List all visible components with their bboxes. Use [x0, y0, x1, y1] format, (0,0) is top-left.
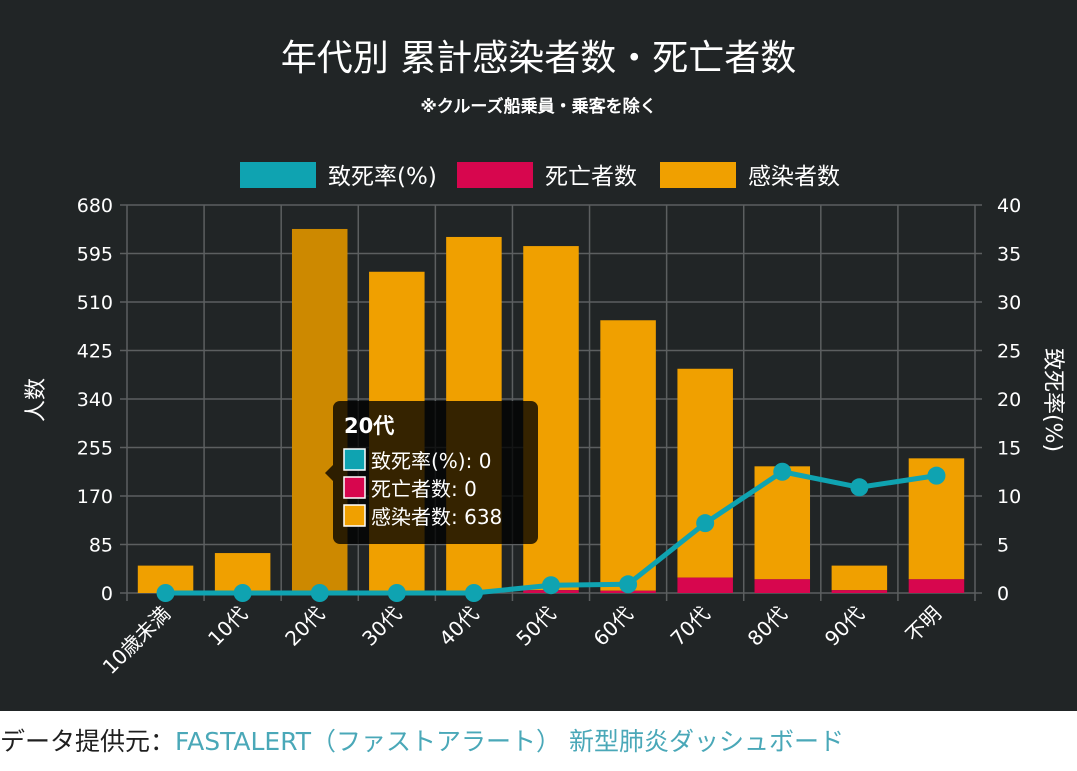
legend-label: 感染者数 — [748, 164, 840, 190]
tooltip-swatch — [343, 448, 366, 471]
legend-swatch — [240, 162, 316, 188]
x-tick-label: 90代 — [820, 602, 869, 651]
rate-point — [310, 584, 329, 602]
bar-infections — [831, 565, 888, 591]
x-tick-label: 70代 — [666, 602, 715, 651]
tooltip-box — [333, 401, 538, 544]
rate-point — [156, 584, 175, 602]
bar-infections — [677, 368, 733, 578]
y2-tick-label: 40 — [997, 195, 1021, 217]
bar-deaths — [908, 579, 965, 593]
y-tick-label: 0 — [101, 583, 113, 605]
legend-label: 致死率(%) — [328, 164, 437, 190]
x-tick-label: 40代 — [434, 602, 483, 651]
x-tick-label: 50代 — [511, 602, 560, 651]
legend-label: 死亡者数 — [545, 164, 637, 190]
legend-swatch — [457, 162, 533, 188]
x-tick-label: 60代 — [589, 602, 638, 651]
rate-point — [927, 466, 946, 485]
tooltip-line: 死亡者数: 0 — [371, 477, 477, 501]
tooltip-swatch — [343, 504, 366, 527]
y-axis-title: 人数 — [24, 378, 49, 422]
x-tick-label: 不明 — [901, 602, 946, 647]
y2-tick-label: 25 — [997, 341, 1021, 363]
y-tick-label: 170 — [77, 486, 113, 508]
x-tick-label: 20代 — [280, 602, 329, 651]
tooltip-line: 致死率(%): 0 — [371, 449, 491, 473]
y2-tick-label: 35 — [997, 244, 1021, 266]
y2-tick-label: 5 — [997, 535, 1009, 557]
tooltip-swatch — [343, 476, 366, 499]
tooltip-caret — [325, 465, 333, 481]
chart-subtitle: ※クルーズ船乗員・乗客を除く — [420, 96, 656, 117]
tooltip-line: 感染者数: 638 — [371, 505, 502, 529]
bar-deaths — [754, 579, 811, 593]
y2-tick-label: 10 — [997, 486, 1021, 508]
rate-point — [233, 584, 252, 602]
y-tick-label: 340 — [77, 389, 113, 411]
credit-link[interactable]: FASTALERT（ファストアラート） 新型肺炎ダッシュボード — [175, 727, 844, 756]
rate-point — [619, 575, 638, 594]
y-tick-label: 85 — [89, 535, 113, 557]
y2-tick-label: 0 — [997, 583, 1009, 605]
x-tick-label: 30代 — [357, 602, 406, 651]
chart-panel: 年代別 累計感染者数・死亡者数 ※クルーズ船乗員・乗客を除く 致死率(%) 死亡者数感… — [0, 0, 1077, 711]
y2-tick-label: 30 — [997, 292, 1021, 314]
y-tick-label: 510 — [77, 292, 113, 314]
y-tick-label: 680 — [77, 195, 113, 217]
rate-point — [387, 584, 406, 602]
tooltip-title: 20代 — [344, 414, 394, 438]
rate-point — [696, 514, 715, 533]
y-tick-label: 595 — [77, 244, 113, 266]
y-tick-label: 425 — [77, 341, 113, 363]
y2-tick-label: 15 — [997, 438, 1021, 460]
y2-tick-label: 20 — [997, 389, 1021, 411]
bar-infections — [600, 320, 656, 591]
chart: 年代別 累計感染者数・死亡者数※クルーズ船乗員・乗客を除く致死率(%) 死亡者数感… — [24, 38, 1065, 679]
rate-point — [464, 584, 483, 602]
x-tick-label: 10代 — [203, 602, 252, 651]
rate-point — [773, 462, 792, 481]
chart-title: 年代別 累計感染者数・死亡者数 — [281, 38, 796, 79]
y-tick-label: 255 — [77, 438, 113, 460]
bar-deaths — [677, 577, 733, 593]
bar-deaths — [831, 590, 888, 593]
rate-point — [542, 576, 560, 595]
x-tick-label: 10歳未満 — [98, 602, 175, 679]
credit-line: データ提供元：FASTALERT（ファストアラート） 新型肺炎ダッシュボード — [0, 722, 844, 758]
y2-axis-title: 致死率(%) — [1040, 348, 1065, 452]
legend-swatch — [660, 162, 736, 188]
rate-point — [850, 478, 869, 497]
x-tick-label: 80代 — [743, 602, 792, 651]
credit-label: データ提供元： — [0, 727, 176, 756]
